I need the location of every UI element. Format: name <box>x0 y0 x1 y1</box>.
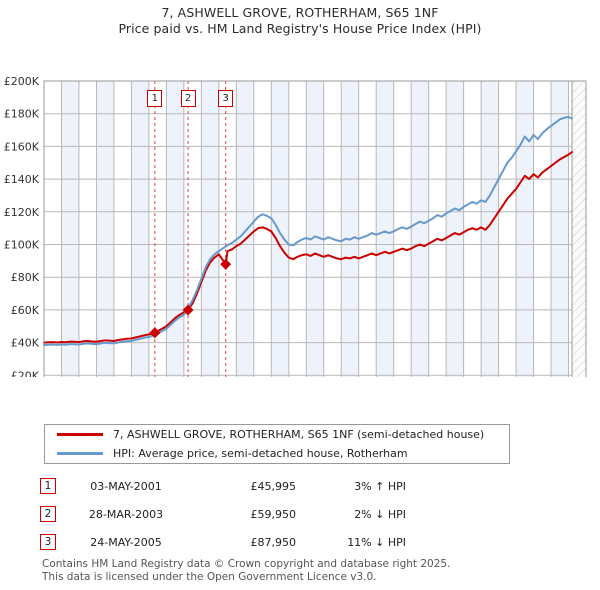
transactions-table: 1 03-MAY-2001 £45,995 3% ↑ HPI 2 28-MAR-2003 £… <box>40 472 470 556</box>
txn-hpi-delta: 2% ↓ HPI <box>354 507 406 521</box>
svg-text:£100K: £100K <box>4 239 40 252</box>
svg-text:£80K: £80K <box>11 271 40 284</box>
txn-hpi-delta: 3% ↑ HPI <box>354 479 406 493</box>
svg-text:£120K: £120K <box>4 206 40 219</box>
page-subtitle: Price paid vs. HM Land Registry's House … <box>118 21 482 36</box>
chart-marker-2[interactable]: 2 <box>180 90 196 107</box>
txn-price: £45,995 <box>250 479 297 493</box>
svg-text:£180K: £180K <box>4 108 40 121</box>
table-row: 3 24-MAY-2005 £87,950 11% ↓ HPI <box>40 528 470 556</box>
legend-label-hpi: HPI: Average price, semi-detached house,… <box>113 447 408 460</box>
txn-hpi-delta: 11% ↓ HPI <box>347 535 406 549</box>
hpi-line-chart: £0£20K£40K£60K£80K£100K£120K£140K£160K£1… <box>4 75 587 377</box>
footer-line-1: Contains HM Land Registry data © Crown c… <box>42 558 451 570</box>
svg-text:£40K: £40K <box>11 337 40 350</box>
txn-date: 28-MAR-2003 <box>88 507 164 521</box>
legend-item-property: 7, ASHWELL GROVE, ROTHERHAM, S65 1NF (se… <box>45 425 509 444</box>
txn-price: £87,950 <box>250 535 297 549</box>
svg-text:£200K: £200K <box>4 75 40 88</box>
txn-date: 03-MAY-2001 <box>90 479 162 493</box>
chart-title-block: 7, ASHWELL GROVE, ROTHERHAM, S65 1NF Pri… <box>0 0 600 37</box>
table-row: 1 03-MAY-2001 £45,995 3% ↑ HPI <box>40 472 470 500</box>
svg-text:£140K: £140K <box>4 173 40 186</box>
legend-item-hpi: HPI: Average price, semi-detached house,… <box>45 444 509 463</box>
txn-price: £59,950 <box>250 507 297 521</box>
footer-line-2: This data is licensed under the Open Gov… <box>42 570 377 583</box>
legend-swatch-property <box>57 433 103 436</box>
chart-area: £0£20K£40K£60K£80K£100K£120K£140K£160K£1… <box>0 37 600 377</box>
chart-marker-1[interactable]: 1 <box>147 90 163 107</box>
txn-index-badge[interactable]: 1 <box>40 478 56 494</box>
svg-text:£60K: £60K <box>11 304 40 317</box>
svg-text:£20K: £20K <box>11 369 40 377</box>
table-row: 2 28-MAR-2003 £59,950 2% ↓ HPI <box>40 500 470 528</box>
footer-attribution: Contains HM Land Registry data © Crown c… <box>42 558 562 583</box>
page-title: 7, ASHWELL GROVE, ROTHERHAM, S65 1NF <box>161 5 439 20</box>
legend-label-property: 7, ASHWELL GROVE, ROTHERHAM, S65 1NF (se… <box>113 428 485 441</box>
chart-marker-3[interactable]: 3 <box>218 90 234 107</box>
txn-date: 24-MAY-2005 <box>90 535 162 549</box>
txn-index-badge[interactable]: 3 <box>40 534 56 550</box>
svg-text:£160K: £160K <box>4 140 40 153</box>
legend-swatch-hpi <box>57 452 103 455</box>
chart-legend: 7, ASHWELL GROVE, ROTHERHAM, S65 1NF (se… <box>44 424 510 464</box>
txn-index-badge[interactable]: 2 <box>40 506 56 522</box>
